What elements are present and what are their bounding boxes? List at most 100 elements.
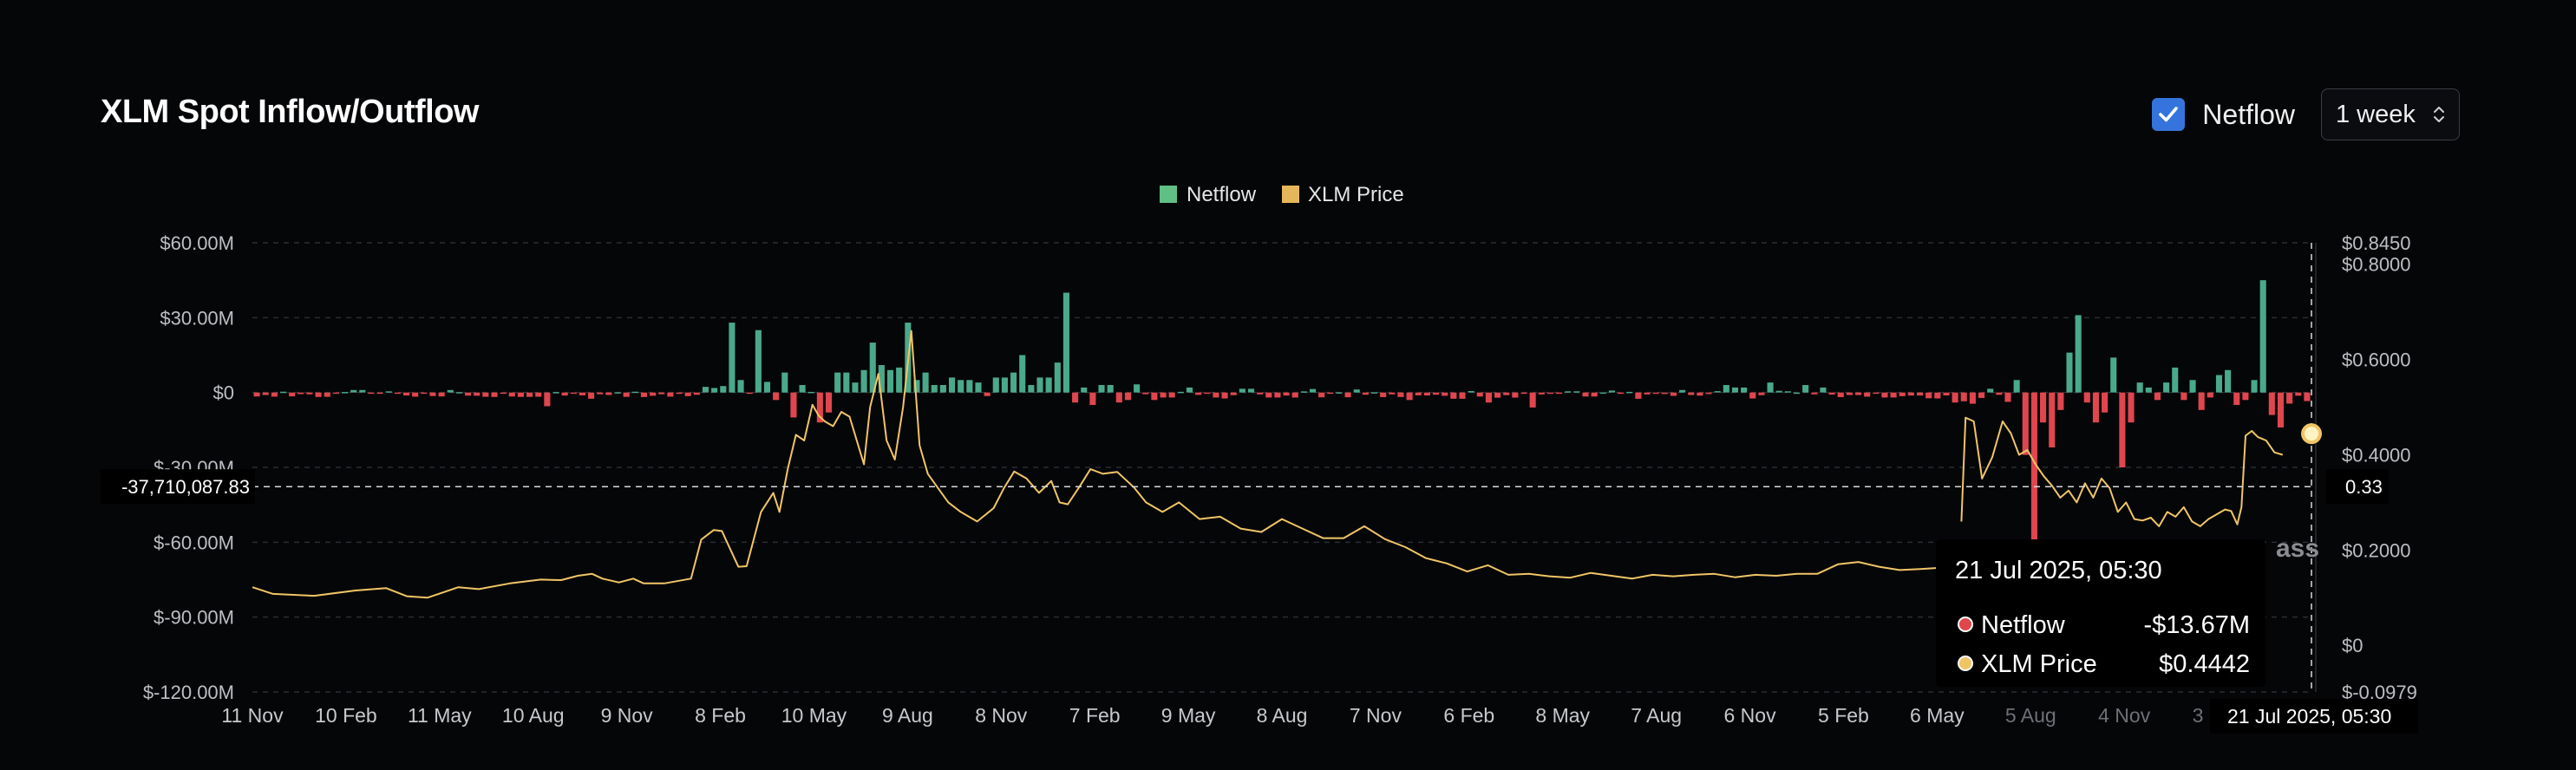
- price-line-main: [252, 330, 2251, 599]
- legend-price-label[interactable]: XLM Price: [1308, 183, 1404, 206]
- netflow-bar-outflow: [1846, 392, 1853, 395]
- netflow-bar-inflow: [1036, 377, 1043, 393]
- netflow-bar-outflow: [500, 392, 507, 395]
- x-tick-label: 11 May: [408, 704, 472, 727]
- netflow-bar-outflow: [1652, 392, 1659, 395]
- netflow-bar-inflow: [966, 380, 973, 393]
- tooltip-price-dot: [1958, 656, 1973, 671]
- netflow-bar-inflow: [2013, 380, 2020, 393]
- x-tick-label: 7 Feb: [1069, 704, 1121, 727]
- netflow-bar-outflow: [605, 392, 612, 395]
- netflow-bar-inflow: [1741, 387, 1748, 393]
- netflow-bar-outflow: [597, 392, 604, 395]
- x-tick-label: 6 Feb: [1443, 704, 1494, 727]
- netflow-bar-outflow: [1423, 392, 1430, 396]
- netflow-checkbox-label: Netflow: [2202, 98, 2295, 130]
- y-left-tick-label: $-120.00M: [143, 682, 234, 703]
- netflow-bar-outflow: [394, 392, 401, 395]
- watermark: ass: [2276, 534, 2319, 563]
- netflow-bar-outflow: [517, 392, 524, 397]
- netflow-bar-outflow: [474, 392, 481, 396]
- netflow-bar-outflow: [1195, 392, 1202, 395]
- netflow-bar-outflow: [1362, 392, 1369, 395]
- netflow-bar-inflow: [614, 392, 621, 394]
- netflow-bar-outflow: [561, 392, 568, 396]
- netflow-bar-outflow: [253, 392, 260, 397]
- netflow-bar-outflow: [1503, 392, 1510, 395]
- x-tick-label: 8 Aug: [1257, 704, 1308, 727]
- netflow-bar-inflow: [931, 385, 938, 393]
- netflow-bar-outflow: [1635, 392, 1642, 399]
- netflow-bar-outflow: [1916, 392, 1924, 396]
- netflow-bar-outflow: [2242, 392, 2249, 401]
- netflow-bar-outflow: [1327, 392, 1334, 395]
- netflow-checkbox[interactable]: [2152, 98, 2186, 131]
- netflow-bar-inflow: [913, 380, 920, 393]
- netflow-bar-inflow: [1134, 384, 1141, 393]
- netflow-bar-outflow: [1837, 392, 1844, 397]
- netflow-bar-inflow: [711, 388, 718, 393]
- netflow-bar-outflow: [1415, 392, 1422, 395]
- y-axis-left: $60.00M$30.00M$0$-30.00M$-60.00M$-90.00M…: [143, 232, 234, 703]
- netflow-bar-outflow: [324, 392, 330, 397]
- netflow-bar-inflow: [1309, 388, 1317, 393]
- netflow-bar-outflow: [1520, 392, 1527, 395]
- netflow-bar-outflow: [2030, 392, 2037, 555]
- netflow-bar-outflow: [1265, 392, 1272, 398]
- netflow-bar-inflow: [992, 377, 999, 393]
- netflow-bar-outflow: [1996, 392, 2003, 395]
- period-select[interactable]: 1 week: [2321, 88, 2460, 140]
- netflow-bar-outflow: [1442, 392, 1448, 396]
- netflow-bar-inflow: [1054, 362, 1061, 393]
- crosshair-right-value: 0.33: [2345, 476, 2383, 498]
- netflow-bar-outflow: [640, 392, 648, 397]
- netflow-bar-inflow: [1019, 355, 1026, 393]
- netflow-bar-outflow: [1881, 392, 1888, 398]
- netflow-bars: [253, 280, 2311, 555]
- x-tick-label: 8 May: [1535, 704, 1590, 727]
- netflow-bar-outflow: [535, 392, 542, 397]
- netflow-bar-outflow: [1758, 392, 1765, 395]
- netflow-bar-outflow: [1899, 392, 1906, 396]
- netflow-bar-inflow: [385, 391, 392, 393]
- netflow-bar-inflow: [781, 372, 788, 393]
- netflow-bar-inflow: [1336, 392, 1343, 394]
- netflow-bar-inflow: [447, 389, 454, 393]
- netflow-bar-outflow: [1688, 392, 1695, 395]
- netflow-bar-outflow: [2004, 392, 2011, 402]
- netflow-bar-outflow: [1230, 392, 1237, 395]
- netflow-bar-outflow: [658, 392, 665, 395]
- netflow-bar-outflow: [402, 392, 410, 396]
- netflow-bar-inflow: [1300, 391, 1307, 393]
- y-axis-right: $0.8450$0.8000$0.6000$0.4000$0.2000$0$-0…: [2315, 232, 2417, 703]
- netflow-bar-outflow: [816, 392, 823, 423]
- netflow-bar-inflow: [939, 385, 946, 393]
- netflow-bar-inflow: [1793, 392, 1801, 395]
- netflow-bar-outflow: [376, 392, 383, 395]
- netflow-bar-outflow: [1274, 392, 1281, 398]
- netflow-bar-outflow: [1115, 392, 1122, 403]
- netflow-bar-inflow: [279, 391, 287, 394]
- netflow-bar-inflow: [702, 387, 709, 393]
- netflow-bar-outflow: [438, 392, 445, 397]
- netflow-bar-outflow: [693, 392, 700, 395]
- price-line: [252, 330, 2284, 599]
- netflow-bar-outflow: [2207, 392, 2213, 398]
- netflow-bar-outflow: [676, 392, 683, 395]
- netflow-bar-outflow: [271, 392, 278, 397]
- x-axis: 11 Nov 10 Feb 11 May 10 Aug 9 Nov 8 Feb 10 May…: [221, 704, 2317, 727]
- netflow-bar-outflow: [1485, 392, 1492, 403]
- netflow-bar-outflow: [1089, 392, 1096, 406]
- netflow-bar-inflow: [1010, 372, 1017, 393]
- netflow-bar-outflow: [1476, 392, 1483, 397]
- legend-netflow-label[interactable]: Netflow: [1187, 183, 1257, 206]
- netflow-bar-inflow: [1028, 385, 1035, 393]
- legend-price-swatch: [1282, 186, 1299, 203]
- netflow-bar-outflow: [1151, 392, 1158, 401]
- y-right-tick-label: $0: [2342, 635, 2363, 656]
- tooltip: 21 Jul 2025, 05:30 Netflow -$13.67M XLM Pri…: [1936, 539, 2265, 687]
- legend-netflow-swatch: [1160, 186, 1177, 203]
- y-left-tick-label: $0: [213, 382, 234, 404]
- netflow-bar-outflow: [1644, 392, 1651, 395]
